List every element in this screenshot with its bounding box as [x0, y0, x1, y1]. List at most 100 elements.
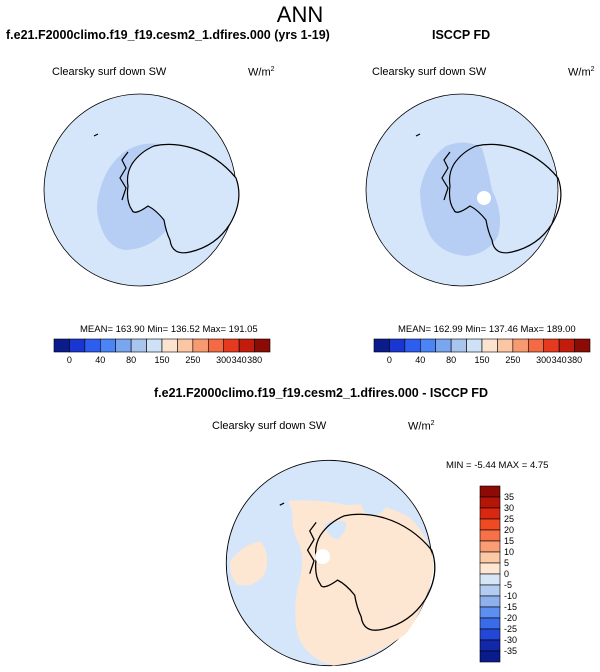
colorbar-box [450, 338, 467, 353]
colorbar-box [254, 338, 271, 353]
cbar3-label: 10 [504, 547, 515, 557]
colorbar-box [419, 338, 437, 353]
colorbar-box [479, 529, 501, 542]
panel-1-colorbar [53, 338, 271, 353]
cbar1-label: 380 [247, 355, 263, 365]
cbar3-label: 35 [504, 492, 515, 502]
panel-3-variable: Clearsky surf down SW [212, 420, 327, 432]
panel-3-colorbar-labels: 35 30 25 20 15 10 5 0 -5 -10 -15 -20 -25… [504, 486, 534, 662]
colorbar-box [479, 606, 501, 619]
cbar3-label: 20 [504, 525, 515, 535]
colorbar-box [466, 338, 483, 353]
panel-1-peninsula [119, 151, 129, 201]
colorbar-box [479, 507, 501, 520]
colorbar-box [373, 338, 390, 353]
cbar3-label: -15 [504, 602, 518, 612]
colorbar-box [479, 551, 501, 564]
colorbar-box [527, 338, 545, 353]
panel-3-stats: MIN = -5.44 MAX = 4.75 [446, 460, 549, 471]
colorbar-box [69, 338, 86, 353]
colorbar-box [435, 338, 452, 353]
cbar3-label: 0 [504, 569, 510, 579]
panel-1-units: W/m2 [248, 66, 275, 79]
cbar1-label: 40 [95, 355, 106, 365]
colorbar-box [497, 338, 514, 353]
panel-3-units: W/m2 [408, 420, 435, 433]
colorbar-box [479, 562, 501, 575]
cbar1-label: 300 [216, 355, 232, 365]
colorbar-box [130, 338, 147, 353]
panel-3-negative-patch-1 [324, 520, 347, 540]
colorbar-box [115, 338, 132, 353]
colorbar-box [479, 650, 501, 663]
panel-3-positive-patch-antarctica [288, 500, 434, 666]
cbar2-label: 150 [474, 355, 490, 365]
panel-1-island [93, 133, 99, 137]
colorbar-box [238, 338, 255, 353]
cbar3-label: 30 [504, 503, 515, 513]
cbar2-label: 80 [446, 355, 457, 365]
colorbar-box [479, 485, 501, 498]
colorbar-box [479, 584, 501, 597]
cbar3-label: -35 [504, 646, 518, 656]
colorbar-box [479, 639, 501, 652]
colorbar-box [481, 338, 498, 353]
panel-1-map [43, 93, 240, 287]
cbar3-label: -10 [504, 591, 518, 601]
panel-1-antarctica-outline [126, 143, 240, 254]
colorbar-box [543, 338, 560, 353]
page-title: ANN [276, 2, 324, 27]
cbar3-label: -25 [504, 624, 518, 634]
panel-1-variable: Clearsky surf down SW [52, 66, 167, 78]
panel-3-colorbar [479, 485, 501, 663]
panel-3-negative-patch-2 [361, 499, 387, 516]
cbar2-label: 250 [505, 355, 521, 365]
colorbar-box [161, 338, 178, 353]
panel-2-island [415, 133, 421, 137]
colorbar-box [574, 338, 591, 353]
panel-3-map [225, 459, 436, 667]
panel-2-units: W/m2 [568, 66, 595, 79]
cbar1-label: 80 [126, 355, 137, 365]
cbar3-label: -5 [504, 580, 513, 590]
colorbar-box [207, 338, 225, 353]
panel-3-positive-patch-west [230, 541, 268, 586]
panel-2-antarctica-outline [448, 143, 562, 254]
colorbar-box [479, 628, 501, 641]
cbar2-label: 300 [536, 355, 552, 365]
panel-2-title: ISCCP FD [432, 28, 491, 42]
cbar3-label: -30 [504, 635, 518, 645]
panel-2-colorbar [373, 338, 591, 353]
colorbar-box [192, 338, 209, 353]
panel-3-colorbar-boxes [479, 485, 501, 663]
colorbar-box [479, 617, 501, 630]
colorbar-box [177, 338, 194, 353]
colorbar-box [558, 338, 575, 353]
cbar1-label: 0 [66, 355, 72, 365]
cbar1-label: 340 [231, 355, 247, 365]
panel-1-title: f.e21.F2000climo.f19_f19.cesm2_1.dfires.… [6, 28, 330, 42]
colorbar-box [479, 496, 501, 509]
colorbar-box [223, 338, 240, 353]
colorbar-box [404, 338, 421, 353]
cbar3-label: -20 [504, 613, 518, 623]
cbar2-label: 340 [551, 355, 567, 365]
panel-1-colorbar-labels: 0 40 80 150 250 300 340 380 [54, 355, 270, 367]
cbar3-label: 25 [504, 514, 515, 524]
cbar2-label: 0 [386, 355, 392, 365]
cbar3-label: 15 [504, 536, 515, 546]
cbar2-label: 380 [567, 355, 583, 365]
panel-1-colorbar-boxes [53, 338, 271, 353]
colorbar-box [512, 338, 529, 353]
colorbar-box [53, 338, 70, 353]
cbar1-label: 250 [185, 355, 201, 365]
panel-2-stats: MEAN= 162.99 Min= 137.46 Max= 189.00 [398, 324, 576, 335]
colorbar-box [84, 338, 101, 353]
panel-3-peninsula [306, 521, 317, 574]
colorbar-box [479, 518, 501, 531]
colorbar-box [146, 338, 163, 353]
cbar1-label: 150 [154, 355, 170, 365]
colorbar-box [389, 338, 406, 353]
panel-2-pole-hole [477, 191, 491, 205]
panel-3-pole-hole [315, 549, 331, 565]
